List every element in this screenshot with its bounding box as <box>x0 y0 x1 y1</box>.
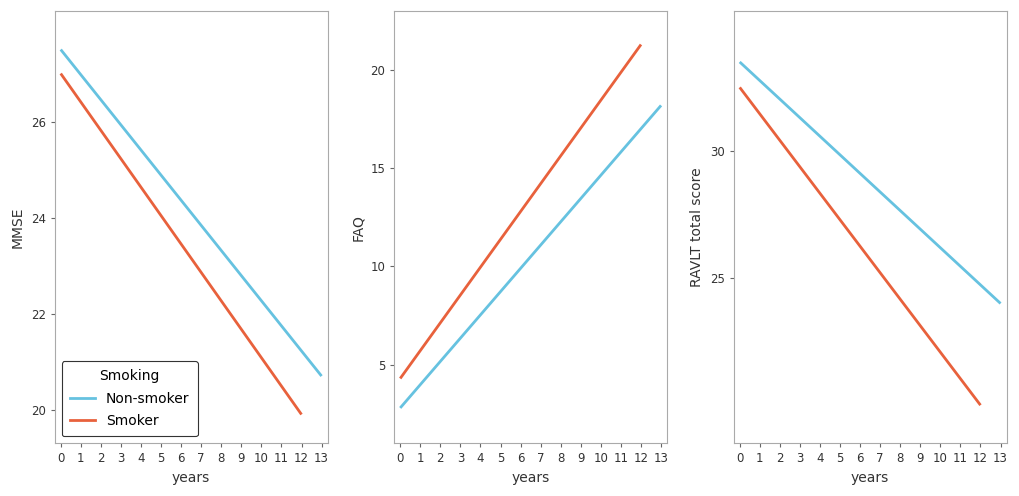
X-axis label: years: years <box>511 471 549 485</box>
Y-axis label: MMSE: MMSE <box>11 206 25 248</box>
Legend: Non-smoker, Smoker: Non-smoker, Smoker <box>61 361 198 436</box>
Y-axis label: FAQ: FAQ <box>351 214 365 241</box>
X-axis label: years: years <box>172 471 210 485</box>
Y-axis label: RAVLT total score: RAVLT total score <box>690 167 703 287</box>
X-axis label: years: years <box>850 471 889 485</box>
